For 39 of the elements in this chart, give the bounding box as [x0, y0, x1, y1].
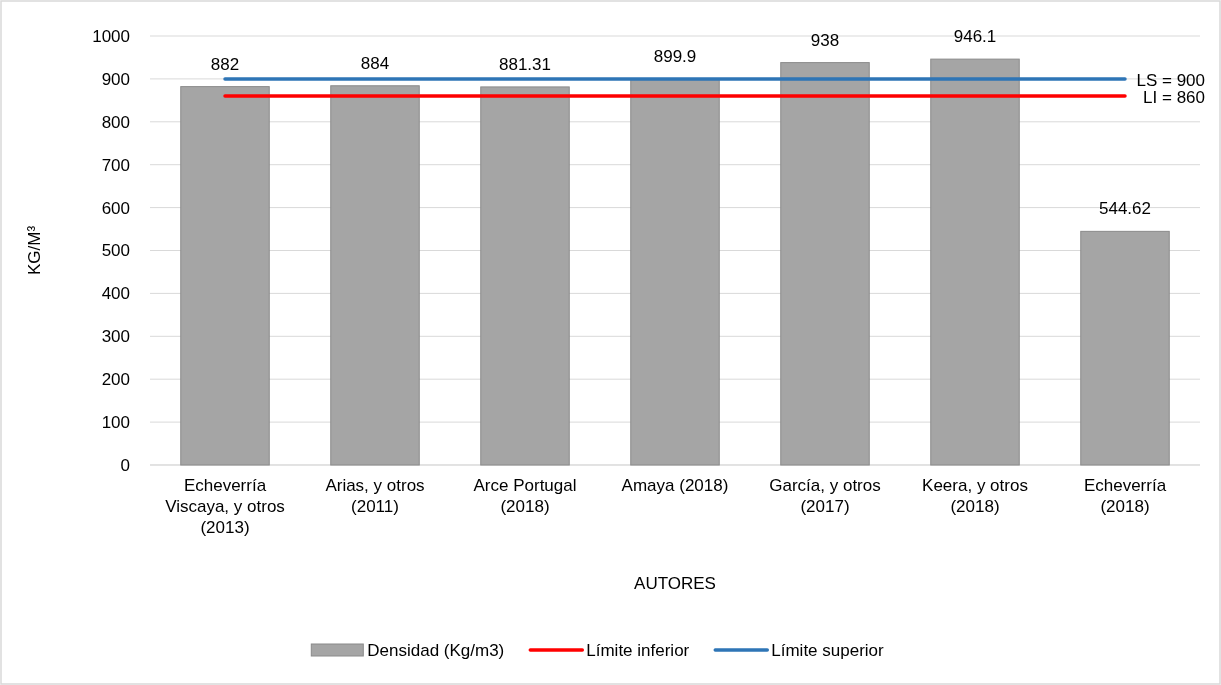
legend-label: Densidad (Kg/m3) [367, 640, 505, 660]
x-tick-label: Echeverría Viscaya, y otros (2013) [165, 476, 285, 537]
data-label: 544.62 [1099, 199, 1151, 219]
data-label: 899.9 [653, 46, 697, 66]
y-tick-label: 100 [101, 413, 130, 433]
data-label: 881.31 [499, 54, 551, 74]
bar [180, 86, 270, 466]
x-tick-label: Arce Portugal (2018) [473, 476, 577, 516]
x-tick-label: García, y otros (2017) [769, 476, 881, 516]
data-label: 946.1 [953, 27, 997, 47]
y-tick-label: 400 [101, 284, 130, 304]
y-tick-label: 1000 [92, 26, 130, 46]
data-label: 938 [810, 30, 840, 50]
y-axis-title: KG/M³ [25, 225, 44, 276]
bar [630, 78, 720, 466]
y-tick-label: 800 [101, 112, 130, 132]
bar [1080, 230, 1170, 466]
y-tick-label: 200 [101, 370, 130, 390]
bar [480, 86, 570, 466]
x-tick-label: Amaya (2018) [621, 476, 729, 495]
y-tick-label: 0 [120, 455, 130, 475]
bar [930, 58, 1020, 466]
legend-label: Límite inferior [586, 640, 690, 660]
y-tick-label: 700 [101, 155, 130, 175]
y-tick-label: 300 [101, 327, 130, 347]
y-tick-label: 500 [101, 241, 130, 261]
y-tick-label: 600 [101, 198, 130, 218]
data-label: 882 [210, 54, 240, 74]
bar [330, 85, 420, 466]
annotation: LS = 900 [1136, 70, 1205, 90]
data-label: 884 [360, 53, 390, 73]
x-tick-label: Echeverría (2018) [1083, 476, 1167, 516]
x-axis-title: AUTORES [634, 574, 716, 593]
legend-label: Límite superior [771, 640, 885, 660]
x-tick-label: Keera, y otros (2018) [922, 476, 1028, 516]
x-tick-label: Arias, y otros (2011) [325, 476, 425, 516]
bar [780, 62, 870, 466]
y-tick-label: 900 [101, 69, 130, 89]
annotation: LI = 860 [1143, 88, 1205, 108]
